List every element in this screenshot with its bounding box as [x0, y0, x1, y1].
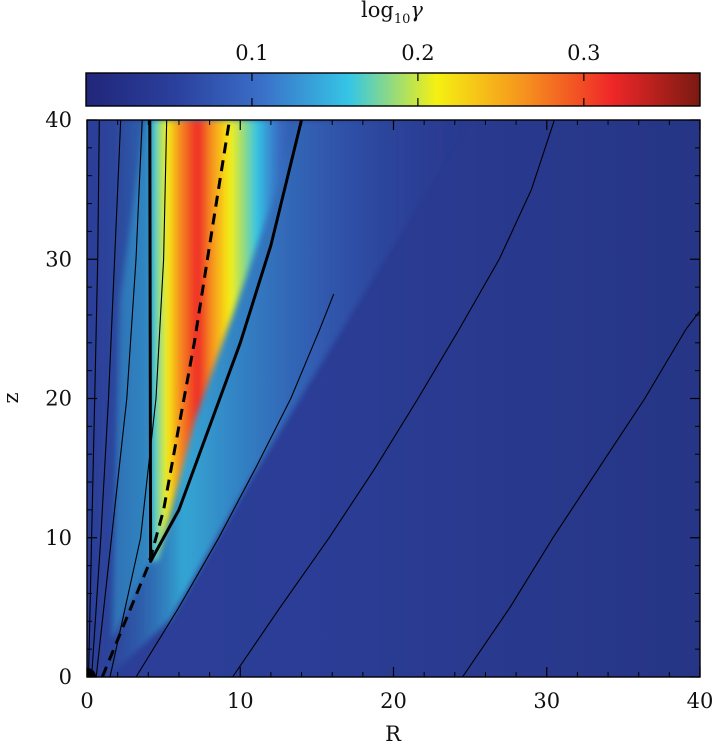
x-tick-label: 10 [227, 689, 254, 713]
x-tick-labels: 0 10 20 30 40 [80, 689, 713, 713]
x-tick-label: 30 [533, 689, 560, 713]
origin-marker [87, 668, 96, 677]
dashed-line [100, 120, 231, 677]
x-tick-label: 20 [380, 689, 407, 713]
field-line [232, 120, 555, 677]
colorbar-bar [85, 72, 701, 107]
colorbar-tick-label: 0.3 [567, 41, 600, 65]
heatmap-inner-glow [112, 120, 150, 640]
y-axis-label: z [0, 392, 23, 403]
axis-ticks [86, 119, 701, 678]
x-tick-label: 0 [80, 689, 93, 713]
colorbar-tick-label: 0.1 [235, 41, 268, 65]
field-line [462, 310, 700, 677]
y-tick-label: 40 [45, 108, 72, 132]
heatmap-jet [145, 120, 300, 565]
field-line [109, 120, 168, 677]
y-tick-label: 0 [59, 665, 72, 689]
colorbar-tick-label: 0.2 [401, 41, 434, 65]
colorbar-ticks [251, 73, 585, 106]
jet-boundary-line [148, 120, 303, 563]
field-line [135, 293, 335, 677]
colorbar-tick-labels: 0.1 0.2 0.3 [235, 41, 600, 65]
heatmap [87, 120, 700, 677]
colorbar: log10γ 0.1 0.2 0.3 [85, 0, 701, 107]
field-line [95, 120, 143, 677]
y-tick-label: 30 [45, 247, 72, 271]
field-line [91, 120, 122, 677]
y-tick-label: 10 [45, 526, 72, 550]
y-tick-labels: 0 10 20 30 40 [45, 108, 72, 689]
y-tick-label: 20 [45, 387, 72, 411]
colorbar-label: log10γ [361, 0, 423, 27]
x-tick-label: 40 [687, 689, 714, 713]
x-axis-label: R [385, 722, 402, 746]
